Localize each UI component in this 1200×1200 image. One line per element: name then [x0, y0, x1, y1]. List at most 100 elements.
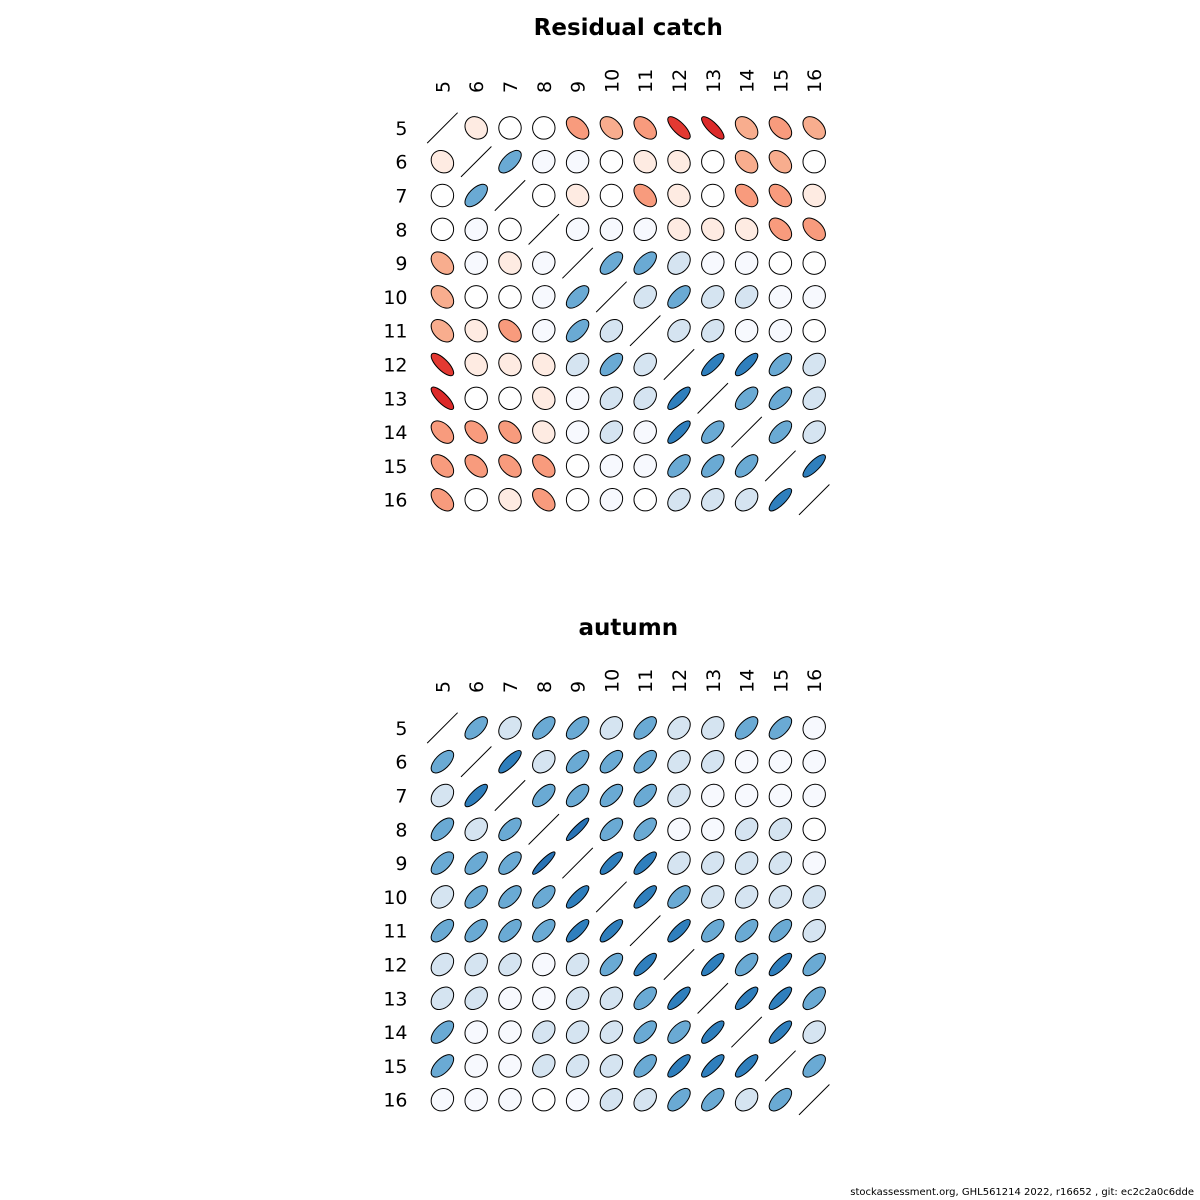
correlation-ellipse — [701, 1087, 725, 1112]
correlation-ellipse — [734, 149, 759, 174]
correlation-ellipse — [498, 986, 522, 1011]
correlation-ellipse — [430, 318, 455, 343]
correlation-ellipse — [532, 851, 556, 875]
column-tick-label: 15 — [770, 669, 792, 693]
correlation-ellipse — [532, 116, 556, 140]
correlation-ellipse — [430, 817, 455, 842]
correlation-ellipse — [667, 386, 691, 411]
correlation-ellipse — [532, 1087, 556, 1112]
correlation-ellipse — [667, 183, 691, 208]
correlation-ellipse — [430, 1087, 455, 1112]
correlation-ellipse — [768, 183, 793, 208]
diagonal-mark — [731, 416, 763, 448]
correlation-ellipse — [701, 251, 725, 275]
correlation-ellipse — [802, 251, 826, 275]
correlation-ellipse — [532, 1054, 556, 1078]
correlation-ellipse — [599, 217, 624, 242]
correlation-ellipse — [667, 1054, 691, 1078]
correlation-ellipse — [802, 420, 826, 444]
correlation-ellipse — [532, 285, 556, 309]
row-tick-label: 5 — [395, 718, 407, 740]
correlation-ellipse — [667, 716, 691, 740]
correlation-ellipse — [464, 217, 488, 242]
diagonal-mark — [460, 746, 492, 778]
column-tick-label: 6 — [466, 81, 488, 93]
correlation-ellipse — [532, 1020, 556, 1044]
correlation-ellipse — [768, 749, 793, 774]
diagonal-mark — [494, 779, 526, 812]
correlation-ellipse — [599, 749, 624, 774]
correlation-ellipse — [701, 885, 725, 909]
correlation-ellipse — [498, 1087, 522, 1112]
correlation-ellipse — [768, 817, 793, 842]
row-tick-label: 12 — [383, 955, 407, 977]
correlation-ellipse — [802, 149, 826, 174]
correlation-ellipse — [734, 183, 759, 208]
correlation-ellipse — [633, 352, 657, 377]
row-tick-label: 6 — [395, 152, 407, 174]
correlation-ellipse — [802, 817, 826, 842]
correlation-ellipse — [565, 1020, 590, 1044]
correlation-ellipse — [701, 318, 725, 343]
correlation-ellipse — [498, 1054, 522, 1078]
correlation-ellipse — [667, 318, 691, 343]
correlation-ellipse — [599, 1087, 624, 1112]
correlation-ellipse — [498, 386, 522, 411]
correlation-ellipse — [498, 352, 522, 377]
correlation-ellipse — [701, 183, 725, 208]
correlation-ellipse — [599, 851, 624, 875]
diagonal-mark — [764, 1050, 796, 1082]
correlation-ellipse — [768, 783, 793, 808]
correlation-ellipse — [802, 386, 826, 411]
correlation-ellipse — [802, 217, 826, 242]
column-tick-label: 9 — [568, 81, 590, 93]
correlation-ellipse — [701, 487, 725, 512]
correlation-ellipse — [633, 749, 657, 774]
correlation-ellipse — [430, 454, 455, 478]
correlation-ellipse — [565, 952, 590, 977]
diagonal-mark — [562, 847, 594, 879]
correlation-ellipse — [667, 885, 691, 909]
diagonal-mark — [731, 1016, 763, 1048]
correlation-ellipse — [498, 149, 522, 174]
correlation-ellipse — [498, 749, 522, 774]
correlation-ellipse — [667, 116, 691, 140]
correlation-ellipse — [498, 487, 522, 512]
correlation-ellipse — [633, 1020, 657, 1044]
correlation-ellipse — [667, 251, 691, 275]
correlation-ellipse — [734, 487, 759, 512]
correlation-ellipse — [532, 420, 556, 444]
correlation-ellipse — [430, 986, 455, 1011]
correlation-ellipse — [498, 285, 522, 309]
correlation-ellipse — [768, 251, 793, 275]
correlation-ellipse — [701, 285, 725, 309]
correlation-ellipse — [464, 386, 488, 411]
correlation-ellipse — [599, 1054, 624, 1078]
correlation-ellipse — [667, 285, 691, 309]
correlation-ellipse — [498, 251, 522, 275]
row-tick-label: 5 — [395, 118, 407, 140]
diagonal-mark — [494, 179, 526, 212]
correlation-ellipse — [802, 716, 826, 740]
correlation-ellipse — [464, 1020, 488, 1044]
correlation-ellipse — [802, 116, 826, 140]
correlation-ellipse — [734, 986, 759, 1011]
row-tick-label: 9 — [395, 853, 407, 875]
correlation-ellipse — [599, 183, 624, 208]
diagonal-mark — [562, 247, 594, 279]
correlation-ellipse — [633, 1087, 657, 1112]
column-tick-label: 5 — [432, 681, 454, 693]
correlation-ellipse — [464, 318, 488, 343]
correlation-ellipse — [734, 1054, 759, 1078]
correlation-ellipse — [802, 918, 826, 943]
correlation-ellipse — [633, 217, 657, 242]
correlation-ellipse — [734, 251, 759, 275]
correlation-ellipse — [430, 251, 455, 275]
correlation-ellipse — [667, 817, 691, 842]
footer-credit: stockassessment.org, GHL561214 2022, r16… — [850, 1187, 1194, 1198]
correlation-ellipse — [599, 251, 624, 275]
correlation-ellipse — [701, 1020, 725, 1044]
correlation-ellipse — [633, 487, 657, 512]
correlation-ellipse — [599, 817, 624, 842]
